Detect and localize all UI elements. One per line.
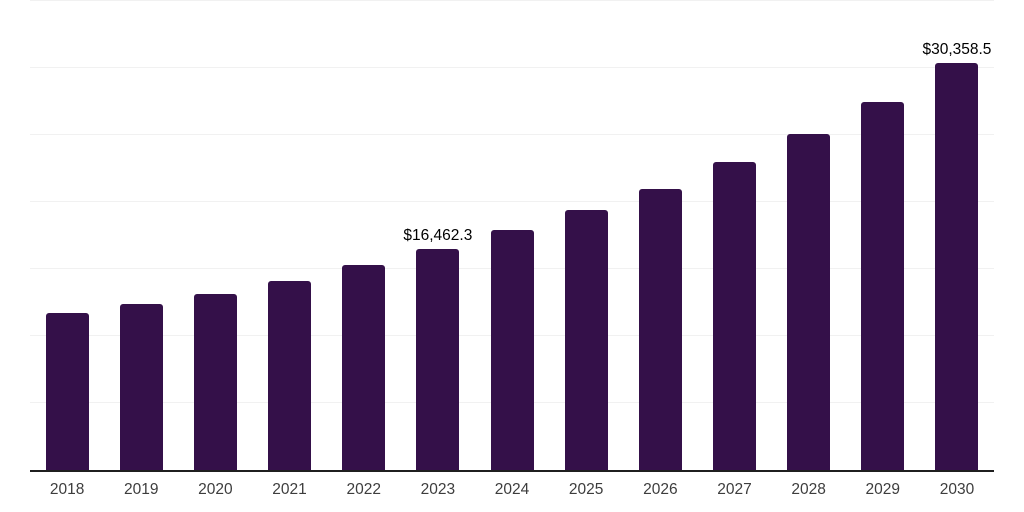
x-tick-label-2028: 2028: [791, 481, 826, 498]
x-axis-tick-labels: 2018 2019 2020 2021 2022 2023 2024 2025 2026 2027…: [30, 481, 994, 499]
bars-row: $16,462.3 $30,358.5: [30, 1, 994, 470]
x-axis-line: [30, 470, 994, 472]
bar-band-2025: [549, 1, 623, 470]
value-label-2030: $30,358.5: [922, 41, 992, 59]
bar-band-2019: [104, 1, 178, 470]
plot-area: $16,462.3 $30,358.5: [30, 0, 994, 472]
x-tick-label-2023: 2023: [420, 481, 456, 498]
bar-band-2028: [772, 1, 846, 470]
gridline-35000: [30, 0, 994, 1]
bar-band-2027: [697, 1, 771, 470]
x-tick-label-2018: 2018: [49, 481, 85, 498]
x-tick-label-2026: 2026: [643, 481, 678, 498]
bar-band-2029: [846, 1, 920, 470]
bar-band-2026: [623, 1, 697, 470]
bar-2018: [45, 313, 89, 470]
bar-2029: [861, 101, 905, 470]
bar-2030: $30,358.5: [922, 41, 991, 470]
bar-2027: [712, 161, 756, 470]
bar-2023: $16,462.3: [403, 227, 472, 470]
bar-2025: [564, 210, 608, 470]
bar-band-2018: [30, 1, 104, 470]
x-tick-label-2020: 2020: [198, 481, 233, 498]
value-label-2023: $16,462.3: [403, 227, 473, 245]
bar-band-2021: [252, 1, 326, 470]
bar-band-2023: $16,462.3: [401, 1, 475, 470]
bar-2028: [787, 133, 831, 470]
x-tick-label-2025: 2025: [568, 481, 604, 498]
bar-2024: [490, 230, 534, 470]
bar-2026: [638, 188, 682, 470]
x-tick-label-2021: 2021: [272, 481, 307, 498]
x-tick-label-2027: 2027: [717, 481, 752, 498]
x-tick-label-2022: 2022: [346, 481, 381, 498]
x-tick-label-2024: 2024: [494, 481, 530, 498]
gridline-30000: [30, 67, 994, 68]
x-tick-label-2019: 2019: [123, 481, 159, 498]
gridline-25000: [30, 134, 994, 135]
gridline-20000: [30, 201, 994, 202]
bar-2021: [268, 281, 312, 470]
bar-2019: [119, 303, 163, 470]
x-tick-label-2029: 2029: [865, 481, 901, 498]
bar-2020: [193, 294, 237, 470]
bar-band-2020: [178, 1, 252, 470]
bar-band-2022: [327, 1, 401, 470]
bar-2022: [342, 264, 386, 470]
bar-band-2024: [475, 1, 549, 470]
x-tick-label-2030: 2030: [939, 481, 975, 498]
bar-band-2030: $30,358.5: [920, 1, 994, 470]
